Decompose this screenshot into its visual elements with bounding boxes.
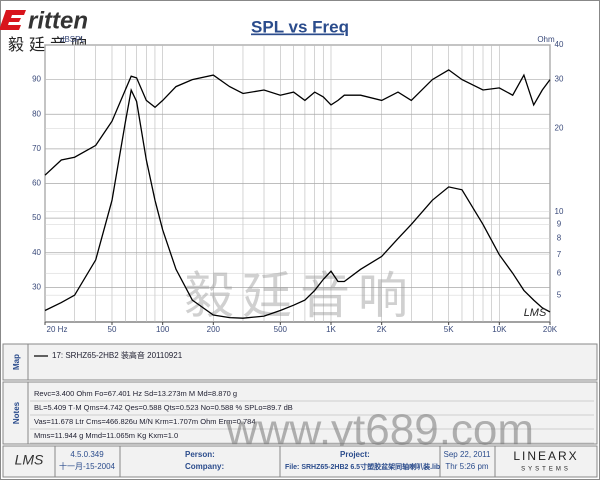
- y-tick-label: 60: [32, 179, 41, 188]
- brand: LINEARX: [513, 449, 578, 463]
- build-date: 十一月-15-2004: [59, 461, 116, 471]
- y2-tick-label: 30: [555, 75, 564, 84]
- notes-panel: [2, 381, 598, 445]
- plot-mark: LMS: [524, 307, 547, 319]
- person: Person:: [185, 450, 215, 459]
- y-tick-label: 40: [32, 248, 41, 257]
- y-tick-label: 90: [32, 75, 41, 84]
- watermark-layer: 毅廷音响: [184, 268, 416, 324]
- version: 4.5.0.349: [70, 450, 104, 459]
- y2-tick-label: 20: [555, 123, 564, 132]
- chart-title: SPL vs Freq: [251, 17, 349, 36]
- y-tick-label: 70: [32, 144, 41, 153]
- file: File: SRHZ65-2HB2 6.5寸塑胶盆架同轴喇叭装.lib: [285, 462, 440, 471]
- notes-label: Notes: [12, 401, 21, 424]
- legend-entry: 17: SRHZ65-2HB2 装高音 20110921: [52, 350, 183, 360]
- logo-text: ritten: [28, 7, 88, 34]
- map-label: Map: [12, 354, 21, 370]
- y2-tick-label: 10: [555, 207, 564, 216]
- series-layer: [44, 69, 551, 319]
- x-tick-label: 20K: [543, 325, 558, 334]
- y-tick-label: 50: [32, 213, 41, 222]
- grid: [44, 44, 551, 325]
- y2-tick-label: 40: [555, 40, 564, 49]
- y2-axis-label: Ohm: [537, 35, 555, 44]
- watermark-cn: 毅廷音响: [184, 268, 416, 324]
- notes: Revc=3.400 Ohm Fo=67.401 Hz Sd=13.273m M…: [30, 389, 594, 444]
- x-tick-label: 500: [274, 325, 288, 334]
- footer-box: [2, 445, 598, 478]
- map-panel: [2, 343, 598, 381]
- x-tick-label: 20 Hz: [47, 325, 68, 334]
- y2-tick-label: 5: [557, 290, 562, 299]
- x-tick-label: 5K: [444, 325, 454, 334]
- time: Thr 5:26 pm: [445, 462, 488, 471]
- x-tick-label: 50: [108, 325, 117, 334]
- x-tick-label: 200: [207, 325, 221, 334]
- y2-tick-label: 8: [557, 234, 562, 243]
- date: Sep 22, 2011: [443, 450, 491, 459]
- y-tick-label: 80: [32, 109, 41, 118]
- x-tick-label: 10K: [492, 325, 507, 334]
- y-tick-label: 30: [32, 282, 41, 291]
- note-line: Mms=11.944 g Mmd=11.065m Kg Kxm=1.0: [34, 431, 178, 440]
- x-tick-label: 100: [156, 325, 170, 334]
- series-line: [44, 69, 551, 176]
- project: Project:: [340, 450, 370, 459]
- y2-tick-label: 9: [557, 220, 562, 229]
- brand-sub: SYSTEMS: [521, 467, 571, 473]
- y2-tick-label: 6: [557, 268, 562, 277]
- note-line: Revc=3.400 Ohm Fo=67.401 Hz Sd=13.273m M…: [34, 389, 237, 398]
- x-tick-label: 2K: [377, 325, 387, 334]
- y-axis-label: dBSPL: [60, 35, 85, 44]
- series-line: [44, 87, 551, 319]
- note-line: BL=5.409 T·M Qms=4.742 Qes=0.588 Qts=0.5…: [34, 403, 293, 412]
- y2-tick-label: 7: [557, 250, 562, 259]
- footer: LMS 4.5.0.349 十一月-15-2004 Person: Compan…: [2, 445, 598, 478]
- footer-logo: LMS: [15, 452, 44, 468]
- company: Company:: [185, 462, 224, 471]
- x-tick-label: 1K: [326, 325, 336, 334]
- note-line: Vas=11.678 Ltr Cms=466.826u M/N Krm=1.70…: [34, 417, 256, 426]
- logo-mark: [0, 10, 26, 30]
